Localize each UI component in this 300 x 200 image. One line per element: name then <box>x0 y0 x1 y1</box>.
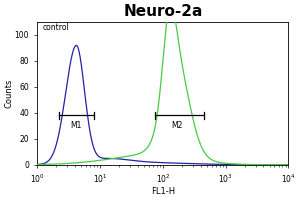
Y-axis label: Counts: Counts <box>4 79 13 108</box>
Text: control: control <box>42 23 69 32</box>
Text: M2: M2 <box>171 121 182 130</box>
X-axis label: FL1-H: FL1-H <box>151 187 175 196</box>
Title: Neuro-2a: Neuro-2a <box>123 4 202 19</box>
Text: M1: M1 <box>70 121 82 130</box>
